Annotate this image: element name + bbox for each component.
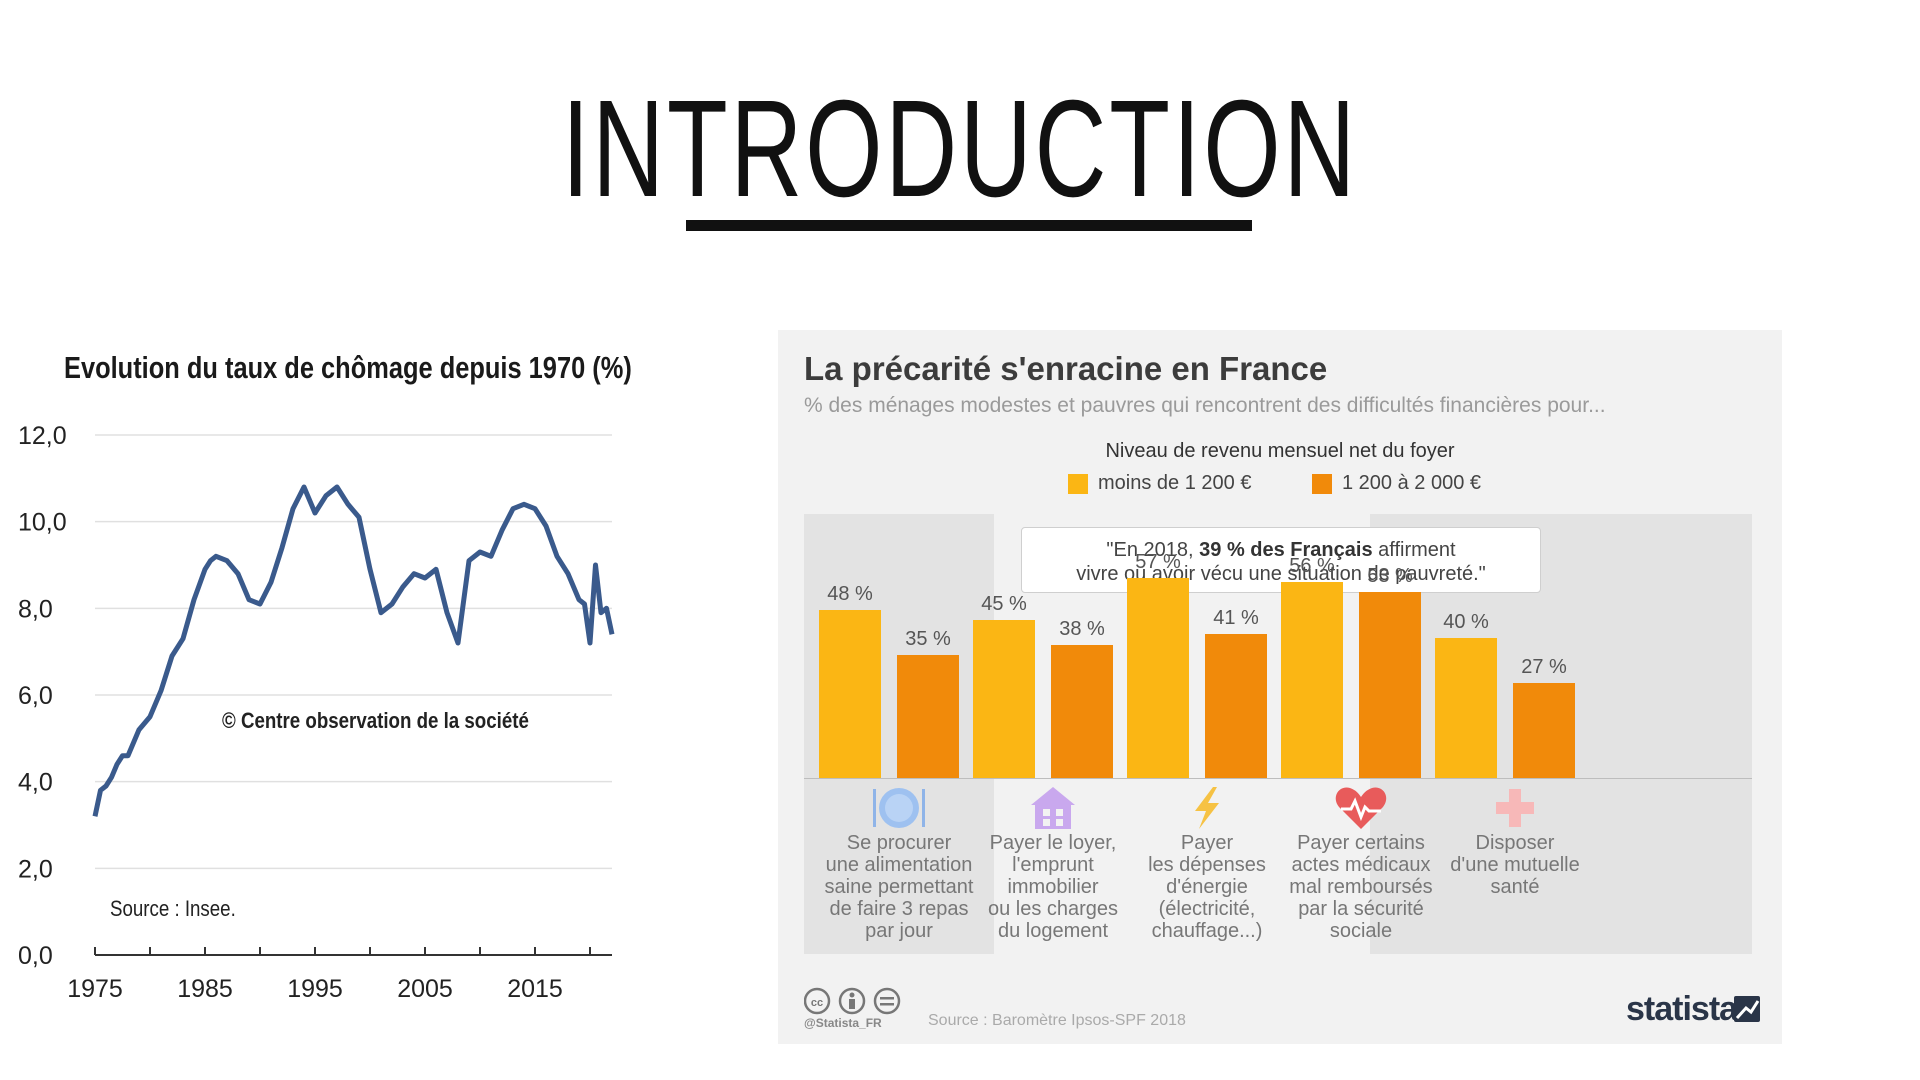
- bar-value-label: 41 %: [1213, 607, 1259, 630]
- unemployment-chart-svg: 0,0 2,0 4,0 6,0 8,0 10,0 12,0 1975 1985 1995 2005 2…: [18, 422, 615, 1003]
- category-label: Payer certains actes médicaux mal rembou…: [1289, 832, 1433, 942]
- bar-value-label: 27 %: [1521, 656, 1567, 679]
- lightning-icon: [1195, 787, 1219, 829]
- creative-commons-icon: cc: [804, 987, 901, 1015]
- infographic-subtitle: % des ménages modestes et pauvres qui re…: [804, 394, 1606, 417]
- quote-bold: 39 % des Français: [1199, 539, 1373, 561]
- infographic-title: La précarité s'enracine en France: [804, 350, 1328, 387]
- quote-pre: "En 2018,: [1106, 539, 1200, 561]
- bar-value-label: 38 %: [1059, 617, 1105, 640]
- chart-copyright: © Centre observation de la société: [222, 708, 529, 733]
- unemployment-line: [92, 484, 615, 817]
- precarity-infographic: La précarité s'enracine en France % des …: [778, 330, 1782, 1044]
- x-tick-label: 2005: [397, 975, 453, 1003]
- y-tick-label: 10,0: [18, 509, 67, 537]
- legend-label: moins de 1 200 €: [1098, 472, 1252, 494]
- bar: [897, 655, 959, 778]
- bar-value-label: 40 %: [1443, 610, 1489, 633]
- bar: [973, 620, 1035, 778]
- legend-title: Niveau de revenu mensuel net du foyer: [1105, 440, 1455, 462]
- plate-icon: [873, 788, 925, 828]
- y-tick-label: 8,0: [18, 595, 53, 623]
- category-label: Se procurer une alimentation saine perme…: [824, 832, 974, 942]
- bar: [1205, 634, 1267, 778]
- x-tick-label: 2015: [507, 975, 563, 1003]
- cross-icon: [1496, 789, 1534, 827]
- bar-value-label: 57 %: [1135, 551, 1181, 573]
- x-tick-label: 1975: [67, 975, 123, 1003]
- bar-value-label: 53 %: [1367, 565, 1413, 588]
- statista-logo-icon: [1734, 996, 1760, 1022]
- bar-value-label: 35 %: [905, 628, 951, 651]
- bar-value-label: 56 %: [1289, 554, 1335, 577]
- baseline: [804, 778, 1752, 779]
- y-tick-label: 2,0: [18, 855, 53, 883]
- legend-item-mid-income: 1 200 à 2 000 €: [1312, 472, 1481, 495]
- legend-swatch: [1068, 473, 1088, 494]
- bar: [1281, 581, 1343, 778]
- y-tick-label: 4,0: [18, 769, 53, 797]
- bar-value-label: 48 %: [827, 582, 873, 605]
- legend-label: 1 200 à 2 000 €: [1342, 472, 1482, 494]
- bar: [1127, 578, 1189, 778]
- category-label: Payer les dépenses d'énergie (électricit…: [1148, 832, 1266, 942]
- bar: [1435, 637, 1497, 778]
- house-icon: [1031, 787, 1075, 829]
- bar-value-label: 45 %: [981, 593, 1027, 616]
- statista-handle: @Statista_FR: [804, 1016, 882, 1030]
- infographic-source: Source : Baromètre Ipsos-SPF 2018: [928, 1012, 1186, 1029]
- unemployment-chart: 0,0 2,0 4,0 6,0 8,0 10,0 12,0 1975 1985 1995 2005 2…: [0, 330, 660, 1020]
- bar: [819, 609, 881, 778]
- unemployment-chart-title: Evolution du taux de chômage depuis 1970…: [64, 350, 632, 385]
- quote-post: affirment: [1372, 539, 1456, 561]
- slide-title: INTRODUCTION: [561, 72, 1359, 226]
- statista-logo: statista: [1626, 990, 1738, 1028]
- x-tick-label: 1995: [287, 975, 343, 1003]
- bar: [1513, 683, 1575, 778]
- heart-icon: [1335, 787, 1387, 829]
- chart-source: Source : Insee.: [110, 896, 236, 921]
- category-label: Payer le loyer, l'emprunt immobilier ou …: [987, 832, 1119, 942]
- bar: [1051, 644, 1113, 778]
- y-tick-label: 12,0: [18, 422, 67, 450]
- y-tick-label: 6,0: [18, 682, 53, 710]
- category-label: Disposer d'une mutuelle santé: [1450, 832, 1580, 898]
- y-tick-label: 0,0: [18, 942, 53, 970]
- legend-item-low-income: moins de 1 200 €: [1068, 472, 1251, 495]
- bar: [1359, 592, 1421, 778]
- x-tick-label: 1985: [177, 975, 233, 1003]
- title-underline: [686, 220, 1252, 231]
- svg-text:cc: cc: [811, 997, 823, 1009]
- legend-swatch: [1312, 473, 1332, 494]
